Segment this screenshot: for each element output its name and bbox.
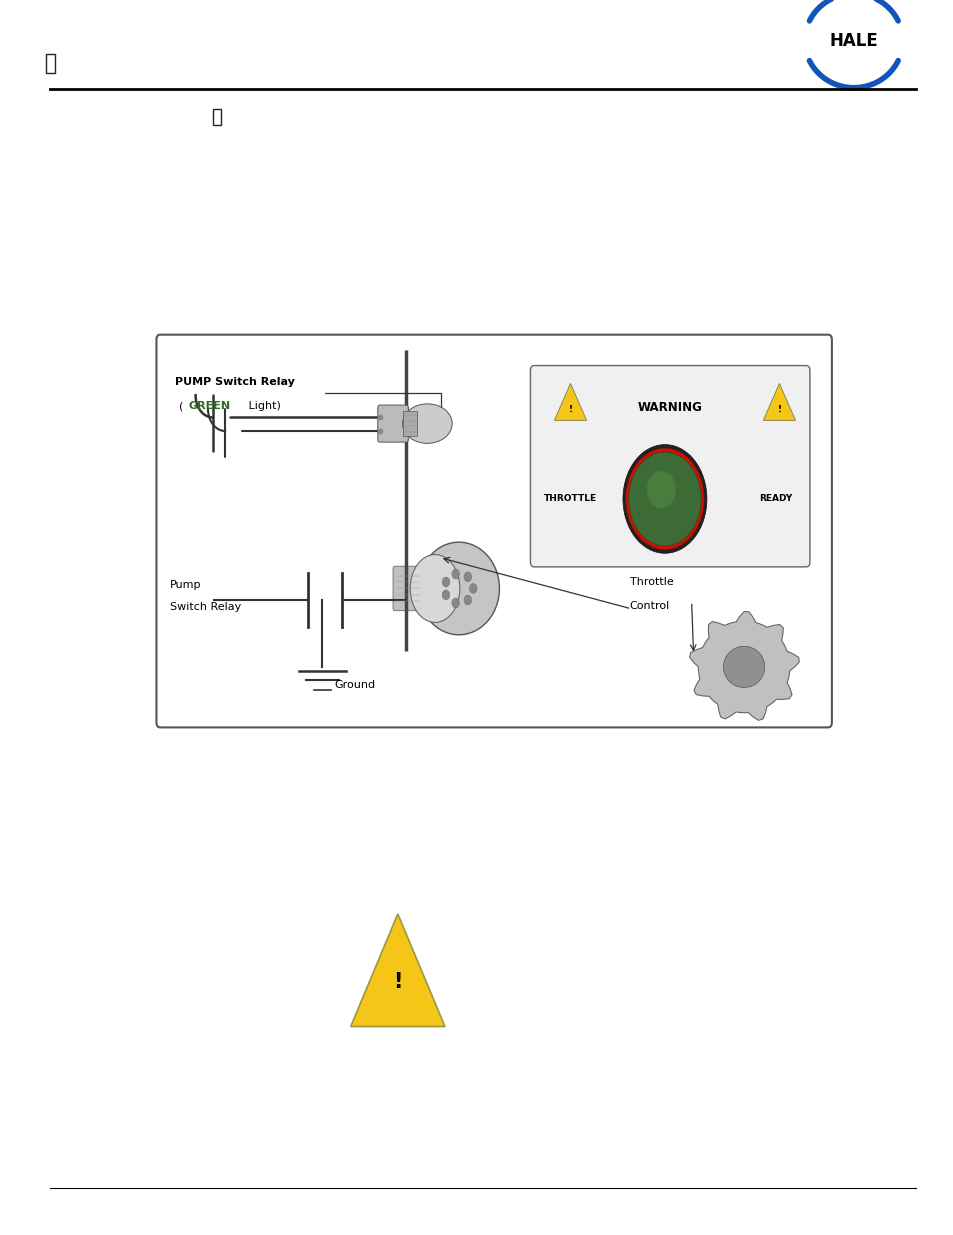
Circle shape <box>452 569 459 579</box>
Text: Ground: Ground <box>334 680 375 690</box>
Circle shape <box>463 572 471 582</box>
Text: PUMP Switch Relay: PUMP Switch Relay <box>174 377 294 387</box>
Bar <box>213 109 221 125</box>
Text: !: ! <box>393 972 402 992</box>
Circle shape <box>469 584 476 594</box>
Text: Throttle: Throttle <box>629 577 673 587</box>
Text: !: ! <box>777 405 781 414</box>
Circle shape <box>441 590 449 600</box>
Ellipse shape <box>402 404 452 443</box>
Circle shape <box>646 471 675 509</box>
Text: READY: READY <box>759 494 791 504</box>
Text: Switch Relay: Switch Relay <box>170 603 241 613</box>
FancyBboxPatch shape <box>393 566 423 611</box>
Ellipse shape <box>417 542 499 635</box>
Circle shape <box>625 448 703 550</box>
Polygon shape <box>689 611 799 720</box>
Text: !: ! <box>568 405 572 414</box>
Ellipse shape <box>410 555 459 622</box>
Circle shape <box>452 598 459 608</box>
FancyBboxPatch shape <box>530 366 809 567</box>
Circle shape <box>441 577 449 587</box>
Circle shape <box>628 452 700 546</box>
Text: WARNING: WARNING <box>637 401 702 414</box>
Circle shape <box>463 595 471 605</box>
Text: THROTTLE: THROTTLE <box>543 494 597 504</box>
Polygon shape <box>722 646 764 688</box>
Text: Control: Control <box>629 601 669 611</box>
FancyBboxPatch shape <box>156 335 831 727</box>
Polygon shape <box>762 383 795 420</box>
Polygon shape <box>351 914 444 1026</box>
Text: Light): Light) <box>245 401 281 411</box>
Text: (: ( <box>179 401 184 411</box>
Bar <box>46 54 55 73</box>
Text: HALE: HALE <box>828 32 878 49</box>
Text: GREEN: GREEN <box>189 401 231 411</box>
Circle shape <box>622 445 706 553</box>
Bar <box>402 411 416 436</box>
Polygon shape <box>554 383 586 420</box>
Text: Pump: Pump <box>170 580 201 590</box>
FancyBboxPatch shape <box>377 405 408 442</box>
